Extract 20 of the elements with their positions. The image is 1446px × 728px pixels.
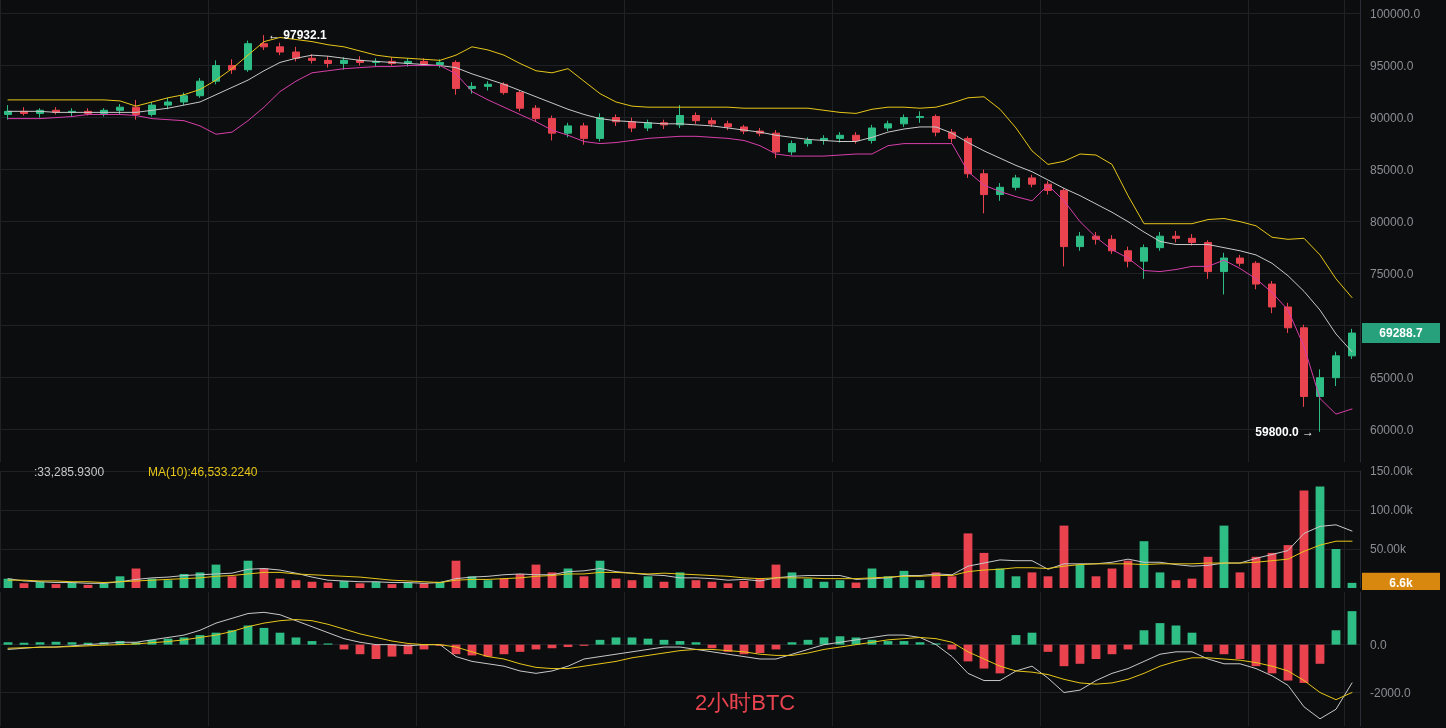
y-tick-label: 0.0 — [1370, 637, 1388, 652]
y-tick-label: 100000.0 — [1370, 6, 1421, 21]
text: 69288.7 — [1379, 326, 1424, 341]
y-tick-label: 65000.0 — [1370, 370, 1414, 385]
y-tick-label: 95000.0 — [1370, 58, 1414, 73]
y-tick-label: 60000.0 — [1370, 422, 1414, 437]
annotation: ← 97932.1 — [268, 28, 328, 43]
text: :33,285.9300 — [34, 465, 105, 479]
y-tick-label: 85000.0 — [1370, 162, 1414, 177]
y-tick-label: 90000.0 — [1370, 110, 1414, 125]
y-tick-label: 50.00k — [1370, 542, 1408, 556]
y-tick-label: 150.00k — [1370, 464, 1414, 478]
annotation: 59800.0 → — [1255, 424, 1314, 439]
text: 6.6k — [1389, 575, 1413, 590]
y-tick-label: -2000.0 — [1370, 685, 1412, 700]
y-tick-label: 75000.0 — [1370, 266, 1414, 281]
y-tick-label: 80000.0 — [1370, 214, 1414, 229]
y-tick-label: 100.00k — [1370, 503, 1414, 517]
text: MA(10):46,533.2240 — [148, 465, 258, 479]
text: 2小时BTC — [695, 689, 796, 715]
